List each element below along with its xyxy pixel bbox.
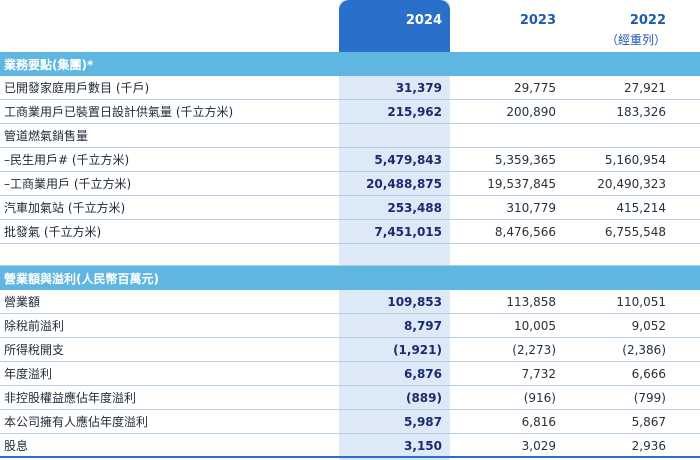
- value-2022: (799): [633, 390, 666, 405]
- row-label: 營業額: [4, 295, 41, 309]
- value-2024: 6,876: [404, 366, 442, 381]
- value-2023: 19,537,845: [487, 176, 556, 191]
- row-label: 年度溢利: [4, 367, 53, 381]
- value-2022: 27,921: [624, 80, 666, 95]
- value-2023: 113,858: [506, 294, 556, 309]
- spacer-row: [0, 244, 700, 266]
- row-label: 工商業用戶已裝置日設計供氣量 (千立方米): [4, 105, 234, 119]
- row-label: –民生用戶# (千立方米): [4, 153, 130, 167]
- year-header-2023: 2023: [519, 13, 556, 28]
- value-2024: [339, 124, 442, 147]
- value-2024: 31,379: [395, 80, 442, 95]
- value-2022: 6,666: [631, 366, 666, 381]
- value-2022: 20,490,323: [597, 176, 666, 191]
- section-title: 業務要點(集團)*: [4, 57, 94, 72]
- row-label: 管道燃氣銷售量: [4, 129, 89, 143]
- value-2022: 415,214: [616, 200, 666, 215]
- table-row: 所得稅開支 (1,921) (2,273) (2,386): [0, 338, 700, 362]
- table-row: 年度溢利 6,876 7,732 6,666: [0, 362, 700, 386]
- row-label: 非控股權益應佔年度溢利: [4, 391, 137, 405]
- table-row: 汽車加氣站 (千立方米) 253,488 310,779 415,214: [0, 196, 700, 220]
- value-2023: [452, 124, 556, 147]
- table-row: –工商業用戶 (千立方米) 20,488,875 19,537,845 20,4…: [0, 172, 700, 196]
- table-row: 股息 3,150 3,029 2,936: [0, 434, 700, 458]
- value-2022: 5,867: [631, 414, 666, 429]
- value-2023: 6,816: [521, 414, 556, 429]
- row-label: 除稅前溢利: [4, 319, 65, 333]
- row-label: 批發氣 (千立方米): [4, 225, 102, 239]
- section-header-business: 業務要點(集團)*: [0, 52, 700, 76]
- row-label: –工商業用戶 (千立方米): [4, 177, 132, 191]
- value-2023: 200,890: [506, 104, 556, 119]
- highlight-header-2024: [339, 0, 450, 52]
- value-2024: 109,853: [387, 294, 442, 309]
- section-header-revenue: 營業額與溢利(人民幣百萬元): [0, 266, 700, 290]
- value-2022: 110,051: [616, 294, 666, 309]
- table-row: 營業額 109,853 113,858 110,051: [0, 290, 700, 314]
- table-row: 除稅前溢利 8,797 10,005 9,052: [0, 314, 700, 338]
- value-2023: 5,359,365: [494, 152, 556, 167]
- table-row: 非控股權益應佔年度溢利 (889) (916) (799): [0, 386, 700, 410]
- value-2022: 183,326: [616, 104, 666, 119]
- year-header-2022: 2022 （經重列）: [566, 0, 666, 52]
- value-2023: 10,005: [514, 318, 556, 333]
- year-header-row: 2024 2023 2022 （經重列）: [0, 0, 700, 52]
- year-header-2022-label: 2022: [629, 13, 666, 28]
- value-2022: 5,160,954: [604, 152, 666, 167]
- value-2023: 7,732: [521, 366, 556, 381]
- table-row: 本公司擁有人應佔年度溢利 5,987 6,816 5,867: [0, 410, 700, 434]
- value-2024: 253,488: [387, 200, 442, 215]
- value-2023: 3,029: [521, 438, 556, 453]
- value-2022: 9,052: [631, 318, 666, 333]
- value-2022: [566, 124, 666, 147]
- row-label: 所得稅開支: [4, 343, 65, 357]
- value-2024: 7,451,015: [374, 224, 442, 239]
- section-title: 營業額與溢利(人民幣百萬元): [4, 271, 159, 286]
- value-2024: 5,987: [404, 414, 442, 429]
- value-2024: 5,479,843: [374, 152, 442, 167]
- value-2024: (1,921): [393, 342, 442, 357]
- value-2023: (2,273): [512, 342, 556, 357]
- value-2024: (889): [405, 390, 442, 405]
- table-row: 已開發家庭用戶數目 (千戶) 31,379 29,775 27,921: [0, 76, 700, 100]
- value-2024: 3,150: [404, 438, 442, 453]
- value-2022: 6,755,548: [604, 224, 666, 239]
- table-row: 管道燃氣銷售量: [0, 124, 700, 148]
- value-2024: 20,488,875: [366, 176, 442, 191]
- value-2022: 2,936: [631, 438, 666, 453]
- table-bottom-rule: [0, 456, 700, 458]
- row-label: 股息: [4, 439, 29, 453]
- row-label: 汽車加氣站 (千立方米): [4, 201, 126, 215]
- year-header-2022-note: （經重列）: [605, 33, 666, 47]
- value-2022: (2,386): [622, 342, 666, 357]
- table-row: 工商業用戶已裝置日設計供氣量 (千立方米) 215,962 200,890 18…: [0, 100, 700, 124]
- value-2023: 8,476,566: [494, 224, 556, 239]
- value-2024: 215,962: [387, 104, 442, 119]
- row-label: 已開發家庭用戶數目 (千戶): [4, 81, 150, 95]
- highlight-column-2024: [339, 0, 450, 460]
- table-row: –民生用戶# (千立方米) 5,479,843 5,359,365 5,160,…: [0, 148, 700, 172]
- row-label: 本公司擁有人應佔年度溢利: [4, 415, 149, 429]
- table-row: 批發氣 (千立方米) 7,451,015 8,476,566 6,755,548: [0, 220, 700, 244]
- value-2023: 29,775: [514, 80, 556, 95]
- value-2023: 310,779: [506, 200, 556, 215]
- value-2023: (916): [523, 390, 556, 405]
- value-2024: 8,797: [404, 318, 442, 333]
- year-header-2024: 2024: [405, 13, 442, 28]
